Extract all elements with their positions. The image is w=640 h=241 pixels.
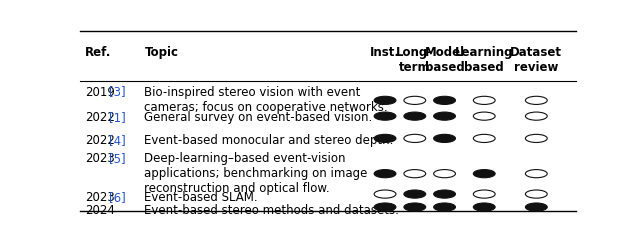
Circle shape xyxy=(374,96,396,104)
Text: Event-based monocular and stereo depth.: Event-based monocular and stereo depth. xyxy=(145,134,394,147)
Text: 2022: 2022 xyxy=(85,134,115,147)
Circle shape xyxy=(434,96,456,104)
Circle shape xyxy=(434,190,456,198)
Text: Inst.: Inst. xyxy=(370,46,400,59)
Circle shape xyxy=(474,203,495,211)
Text: [5]: [5] xyxy=(109,152,125,165)
Text: Topic: Topic xyxy=(145,46,179,59)
Circle shape xyxy=(404,134,426,142)
Text: Deep-learning–based event-vision
applications; benchmarking on image
reconstruct: Deep-learning–based event-vision applica… xyxy=(145,152,368,195)
Circle shape xyxy=(525,190,547,198)
Circle shape xyxy=(374,170,396,178)
Circle shape xyxy=(434,203,456,211)
Text: Learning
based: Learning based xyxy=(455,46,513,74)
Circle shape xyxy=(525,170,547,178)
Text: [6]: [6] xyxy=(109,191,125,204)
Circle shape xyxy=(525,134,547,142)
Text: 2023: 2023 xyxy=(85,191,115,204)
Text: Bio-inspired stereo vision with event
cameras; focus on cooperative networks.: Bio-inspired stereo vision with event ca… xyxy=(145,86,388,114)
Text: Long-
term: Long- term xyxy=(396,46,433,74)
Text: [4]: [4] xyxy=(109,134,125,147)
Circle shape xyxy=(525,203,547,211)
Circle shape xyxy=(525,96,547,104)
Circle shape xyxy=(474,112,495,120)
Circle shape xyxy=(404,190,426,198)
Text: Event-based SLAM.: Event-based SLAM. xyxy=(145,191,258,204)
Text: Ref.: Ref. xyxy=(85,46,111,59)
Circle shape xyxy=(404,112,426,120)
Text: [1]: [1] xyxy=(109,112,125,125)
Circle shape xyxy=(434,170,456,178)
Circle shape xyxy=(474,170,495,178)
Text: 2019: 2019 xyxy=(85,86,115,99)
Text: General survey on event-based vision.: General survey on event-based vision. xyxy=(145,112,372,125)
Circle shape xyxy=(474,96,495,104)
Text: Model
based: Model based xyxy=(424,46,465,74)
Circle shape xyxy=(404,96,426,104)
Circle shape xyxy=(374,112,396,120)
Circle shape xyxy=(404,170,426,178)
Circle shape xyxy=(374,134,396,142)
Circle shape xyxy=(434,134,456,142)
Circle shape xyxy=(404,203,426,211)
Text: 2022: 2022 xyxy=(85,112,115,125)
Text: [3]: [3] xyxy=(109,86,125,99)
Circle shape xyxy=(474,190,495,198)
Text: Event-based stereo methods and datasets.: Event-based stereo methods and datasets. xyxy=(145,204,399,217)
Circle shape xyxy=(374,190,396,198)
Text: 2023: 2023 xyxy=(85,152,115,165)
Circle shape xyxy=(525,112,547,120)
Circle shape xyxy=(374,203,396,211)
Circle shape xyxy=(474,134,495,142)
Text: 2024: 2024 xyxy=(85,204,115,217)
Circle shape xyxy=(434,112,456,120)
Text: Dataset
review: Dataset review xyxy=(510,46,563,74)
